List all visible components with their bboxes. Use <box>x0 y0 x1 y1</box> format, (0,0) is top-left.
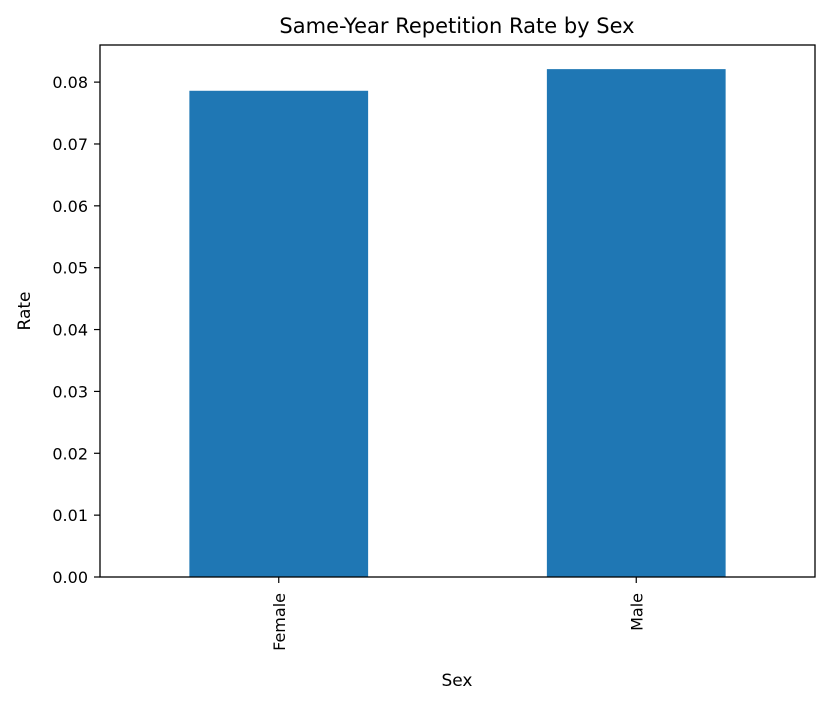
y-tick-label: 0.06 <box>52 197 88 216</box>
y-axis-label: Rate <box>15 292 35 331</box>
y-tick-label: 0.08 <box>52 73 88 92</box>
bar-male <box>546 69 726 577</box>
y-tick-label: 0.05 <box>52 259 88 278</box>
plot-frame <box>99 44 816 578</box>
y-tick-label: 0.07 <box>52 135 88 154</box>
bar-female <box>189 90 369 578</box>
chart-title: Same-Year Repetition Rate by Sex <box>279 14 634 38</box>
y-tick-label: 0.04 <box>52 321 88 340</box>
y-tick-label: 0.01 <box>52 506 88 525</box>
x-tick-label-male: Male <box>627 593 646 631</box>
y-tick-label: 0.02 <box>52 444 88 463</box>
x-tick-label-female: Female <box>270 593 289 651</box>
bars-group <box>189 69 726 578</box>
y-axis-ticks: 0.00 0.01 0.02 0.03 0.04 0.05 0.06 0.07 0.08 <box>52 73 100 587</box>
y-tick-label: 0.00 <box>52 568 88 587</box>
x-axis-label: Sex <box>441 671 472 691</box>
y-tick-label: 0.03 <box>52 382 88 401</box>
x-axis-ticks: Female Male <box>270 577 646 651</box>
plot-area: 0.00 0.01 0.02 0.03 0.04 0.05 0.06 0.07 0.08 Fem… <box>52 44 816 651</box>
